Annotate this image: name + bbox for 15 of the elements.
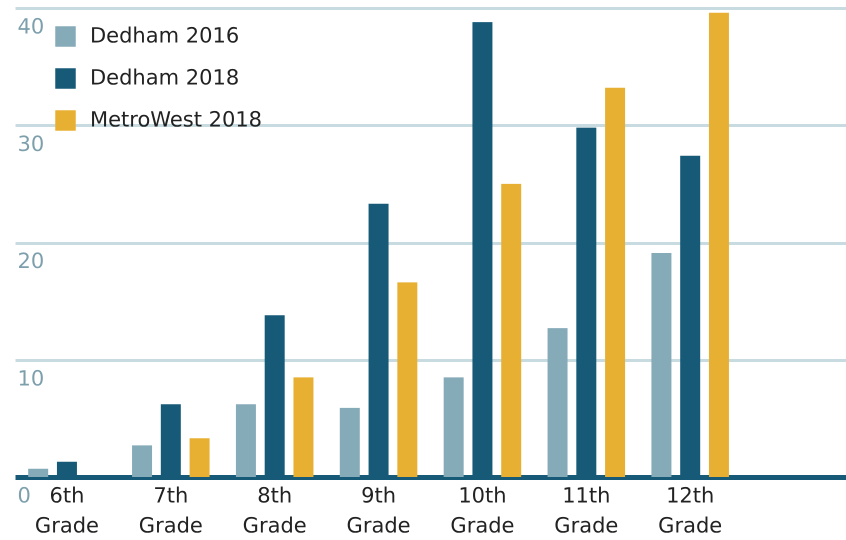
x-tick-label: 6th Grade bbox=[34, 484, 99, 538]
x-tick-label: 10th Grade bbox=[450, 484, 514, 538]
legend-label: MetroWest 2018 bbox=[90, 108, 262, 132]
x-tick-label: 11th Grade bbox=[554, 484, 618, 538]
x-tick-label: 8th Grade bbox=[242, 484, 307, 538]
x-tick-label: 7th Grade bbox=[138, 484, 203, 538]
legend-label: Dedham 2016 bbox=[90, 24, 240, 48]
y-tick-label: 40 bbox=[18, 14, 44, 38]
x-tick-label: 9th Grade bbox=[346, 484, 411, 538]
y-tick-label: 10 bbox=[18, 366, 44, 390]
x-tick-label: 12th Grade bbox=[658, 484, 722, 538]
y-tick-label: 0 bbox=[18, 484, 31, 508]
y-tick-label: 30 bbox=[18, 132, 44, 156]
legend-label: Dedham 2018 bbox=[90, 66, 240, 90]
y-tick-label: 20 bbox=[18, 249, 44, 273]
